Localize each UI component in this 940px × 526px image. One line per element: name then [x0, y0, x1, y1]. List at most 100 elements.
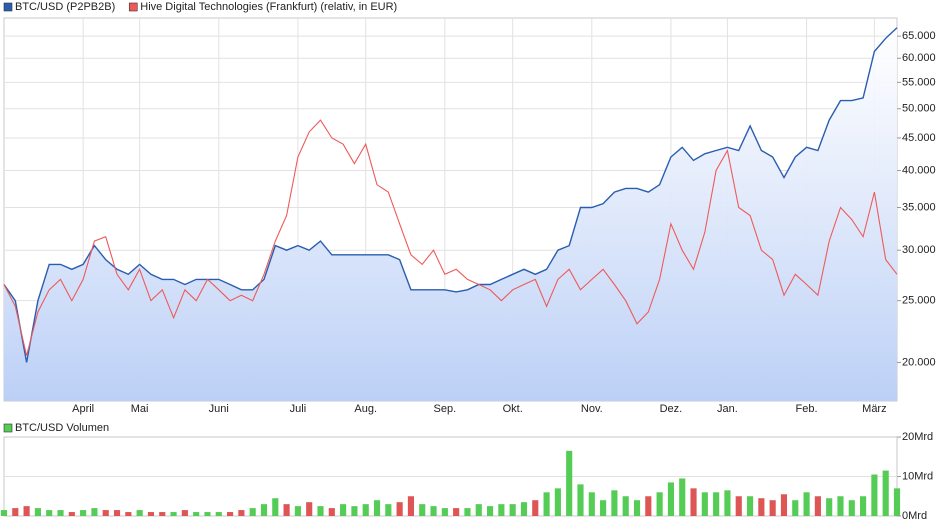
volume-bar [34, 508, 41, 516]
x-tick-label: Okt. [503, 403, 523, 415]
legend-swatch [3, 423, 13, 433]
volume-bar [498, 504, 505, 516]
volume-bar [12, 508, 19, 516]
volume-bar [713, 492, 720, 516]
volume-bar [272, 498, 279, 516]
volume-bar [57, 510, 64, 516]
volume-bar [407, 496, 415, 516]
volume-bar [340, 504, 347, 516]
legend-label: Hive Digital Technologies (Frankfurt) (r… [140, 1, 397, 13]
volume-bar [362, 504, 369, 516]
volume-bar [769, 500, 776, 516]
volume-bar [373, 500, 381, 516]
y-tick-label: 35.000 [902, 201, 936, 213]
volume-bar [306, 502, 313, 516]
volume-bar [464, 508, 471, 516]
volume-bar [113, 510, 121, 516]
volume-bar [294, 506, 301, 516]
legend-swatch [128, 2, 138, 12]
volume-bar [441, 508, 448, 516]
x-tick-label: Dez. [660, 403, 683, 415]
line [3, 27, 898, 363]
volume-bar [814, 496, 821, 516]
volume-bar [679, 478, 686, 516]
volume-bar [23, 506, 30, 516]
volume-bar [136, 510, 143, 516]
line [3, 119, 898, 356]
y-tick-label: 20.000 [902, 356, 936, 368]
volume-bar [181, 510, 188, 516]
volume-bar [317, 506, 324, 516]
y-tick-label: 45.000 [902, 132, 936, 144]
volume-bar [46, 510, 53, 516]
volume-bar [430, 506, 437, 516]
volume-bar [735, 496, 742, 516]
volume-bar [724, 490, 731, 516]
x-tick-label: April [72, 403, 94, 415]
y-tick-label: 0Mrd [902, 510, 927, 522]
volume-bar [125, 512, 132, 516]
y-tick-label: 30.000 [902, 244, 936, 256]
x-tick-label: Aug. [354, 403, 377, 415]
volume-bar [566, 450, 573, 516]
volume-bar [509, 504, 516, 516]
x-tick-label: Sep. [434, 403, 457, 415]
volume-bar [848, 500, 855, 516]
volume-bar [701, 492, 708, 516]
y-tick-label: 55.000 [902, 76, 936, 88]
volume-bar [385, 504, 392, 516]
volume-bar [792, 500, 799, 516]
volume-bar [0, 510, 8, 516]
volume-bar [577, 484, 584, 516]
y-tick-label: 50.000 [902, 103, 936, 115]
volume-bar [238, 510, 245, 516]
volume-bar [91, 508, 98, 516]
volume-bar [102, 510, 109, 516]
volume-bar [758, 498, 765, 516]
volume-bar [453, 508, 460, 516]
volume-bar [486, 506, 494, 516]
volume-bar [351, 506, 358, 516]
volume-bar [215, 512, 222, 516]
volume-bar [147, 512, 155, 516]
y-tick-label: 60.000 [902, 52, 936, 64]
volume-bar [837, 496, 844, 516]
y-tick-label: 25.000 [902, 295, 936, 307]
volume-bar [227, 512, 234, 516]
x-tick-label: März [862, 403, 886, 415]
volume-bar [611, 490, 618, 516]
legend-label: BTC/USD Volumen [15, 422, 109, 434]
volume-bar [656, 492, 663, 516]
x-tick-label: Mai [131, 403, 149, 415]
volume-bar [871, 474, 878, 516]
volume-bar [520, 502, 528, 516]
volume-bar [893, 488, 901, 516]
volume-bar [396, 502, 403, 516]
volume-bar [588, 492, 595, 516]
x-tick-label: Nov. [581, 403, 603, 415]
y-tick-label: 20Mrd [902, 431, 933, 443]
volume-bar [80, 510, 87, 516]
y-tick-label: 65.000 [902, 30, 936, 42]
x-tick-label: Feb. [796, 403, 818, 415]
volume-bar [68, 512, 75, 516]
volume-bar [193, 512, 200, 516]
volume-bar [532, 500, 539, 516]
volume-bar [780, 494, 788, 516]
volume-bar [633, 500, 641, 516]
volume-bar [882, 470, 889, 516]
volume-bar [159, 512, 166, 516]
volume-bar [170, 512, 177, 516]
volume-bar [419, 504, 426, 516]
volume-bar [803, 492, 810, 516]
y-tick-label: 40.000 [902, 164, 936, 176]
volume-bar [328, 508, 335, 516]
x-tick-label: Juni [209, 403, 229, 415]
volume-bar [746, 496, 754, 516]
volume-bar [554, 488, 561, 516]
x-tick-label: Jan. [717, 403, 738, 415]
volume-bar [204, 512, 211, 516]
y-tick-label: 10Mrd [902, 470, 933, 482]
